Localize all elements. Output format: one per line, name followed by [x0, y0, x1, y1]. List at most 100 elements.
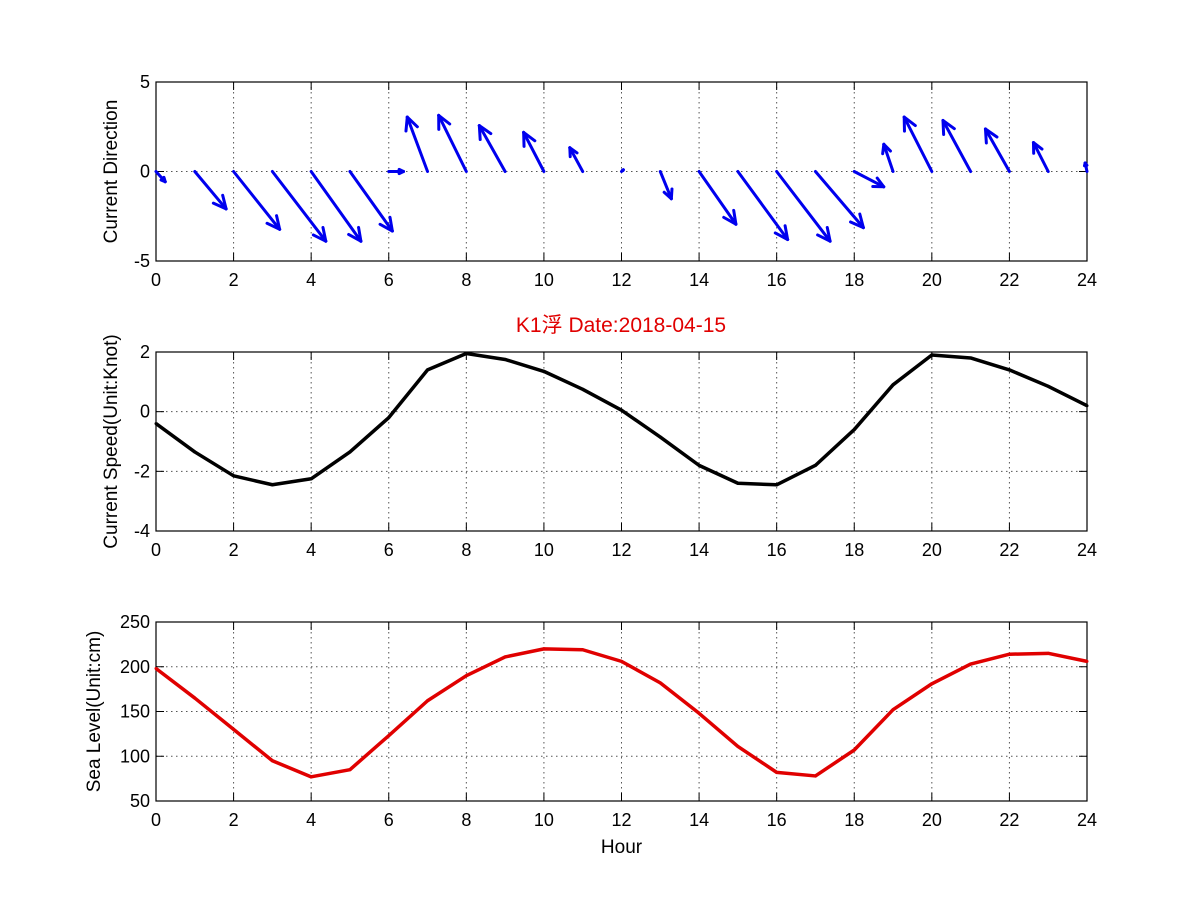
current-arrow: [902, 115, 934, 173]
data-point: [464, 351, 468, 355]
data-point: [930, 353, 934, 357]
data-point: [464, 674, 468, 678]
data-point: [1007, 368, 1011, 372]
data-point: [930, 682, 934, 686]
y-tick-label: 2: [140, 342, 150, 362]
data-point: [969, 356, 973, 360]
current-arrow: [568, 146, 585, 173]
x-tick-label: 18: [844, 270, 864, 290]
y-tick-label: 200: [120, 657, 150, 677]
current-arrow: [477, 124, 507, 173]
x-tick-label: 0: [151, 540, 161, 560]
data-point: [1046, 384, 1050, 388]
x-tick-label: 16: [767, 270, 787, 290]
current-arrow: [348, 170, 394, 233]
data-point: [658, 681, 662, 685]
y-tick-label: 0: [140, 162, 150, 182]
x-axis-label: Hour: [601, 837, 643, 858]
figure-title: K1浮 Date:2018-04-15: [516, 314, 726, 337]
data-point: [270, 759, 274, 763]
data-point: [154, 422, 158, 426]
data-point: [387, 416, 391, 420]
data-point: [387, 734, 391, 738]
data-point: [309, 477, 313, 481]
x-tick-label: 24: [1077, 270, 1097, 290]
current-arrow: [941, 118, 973, 173]
data-point: [542, 369, 546, 373]
data-point: [503, 357, 507, 361]
current-arrow: [154, 170, 167, 184]
data-point: [193, 450, 197, 454]
data-point: [270, 483, 274, 487]
y-axis-label: Current Direction: [101, 100, 122, 244]
x-tick-label: 24: [1077, 540, 1097, 560]
x-tick-label: 0: [151, 270, 161, 290]
y-axis-label: Current Speed(Unit:Knot): [101, 334, 122, 548]
current-arrow: [775, 170, 832, 243]
data-point: [503, 655, 507, 659]
x-tick-label: 4: [306, 540, 316, 560]
data-point: [1085, 404, 1089, 408]
data-point: [813, 774, 817, 778]
x-tick-label: 10: [534, 540, 554, 560]
data-point: [309, 775, 313, 779]
x-tick-label: 20: [922, 270, 942, 290]
x-tick-label: 6: [384, 270, 394, 290]
x-tick-label: 4: [306, 270, 316, 290]
x-tick-label: 0: [151, 810, 161, 830]
x-tick-label: 14: [689, 810, 709, 830]
x-tick-label: 22: [999, 810, 1019, 830]
current-arrow: [852, 170, 886, 189]
data-point: [1007, 652, 1011, 656]
current-arrow: [881, 142, 895, 173]
current-arrow: [983, 127, 1011, 173]
data-point: [1046, 651, 1050, 655]
data-point: [736, 481, 740, 485]
x-tick-label: 10: [534, 270, 554, 290]
y-tick-label: 100: [120, 746, 150, 766]
current-arrow: [232, 170, 282, 231]
x-tick-label: 6: [384, 810, 394, 830]
x-tick-label: 24: [1077, 810, 1097, 830]
current-arrow: [437, 113, 468, 173]
x-tick-label: 8: [461, 810, 471, 830]
data-point: [620, 408, 623, 412]
current-arrow: [193, 170, 228, 211]
current-arrow: [1082, 161, 1089, 173]
x-tick-label: 18: [844, 810, 864, 830]
data-point: [813, 463, 817, 467]
x-tick-label: 12: [611, 810, 631, 830]
x-tick-label: 14: [689, 270, 709, 290]
data-point: [775, 483, 779, 487]
x-tick-label: 2: [229, 810, 239, 830]
data-point: [891, 383, 895, 387]
data-point: [542, 647, 546, 651]
current-arrow: [620, 168, 625, 173]
data-point: [426, 699, 430, 703]
data-point: [232, 727, 236, 731]
y-tick-label: 50: [130, 791, 150, 811]
y-tick-label: -2: [134, 461, 150, 481]
data-point: [193, 696, 197, 700]
data-point: [426, 368, 430, 372]
current-arrow: [270, 170, 328, 243]
x-tick-label: 16: [767, 540, 787, 560]
x-tick-label: 8: [461, 540, 471, 560]
data-point: [620, 659, 623, 663]
current-arrow: [309, 170, 363, 243]
x-tick-label: 8: [461, 270, 471, 290]
data-point: [969, 662, 973, 666]
x-tick-label: 2: [229, 270, 239, 290]
data-point: [697, 711, 701, 715]
data-point: [581, 648, 585, 652]
data-point: [736, 744, 740, 748]
x-tick-label: 2: [229, 540, 239, 560]
x-tick-label: 10: [534, 810, 554, 830]
x-tick-label: 4: [306, 810, 316, 830]
current-arrow: [697, 170, 738, 226]
data-point: [348, 450, 352, 454]
data-point: [348, 768, 352, 772]
